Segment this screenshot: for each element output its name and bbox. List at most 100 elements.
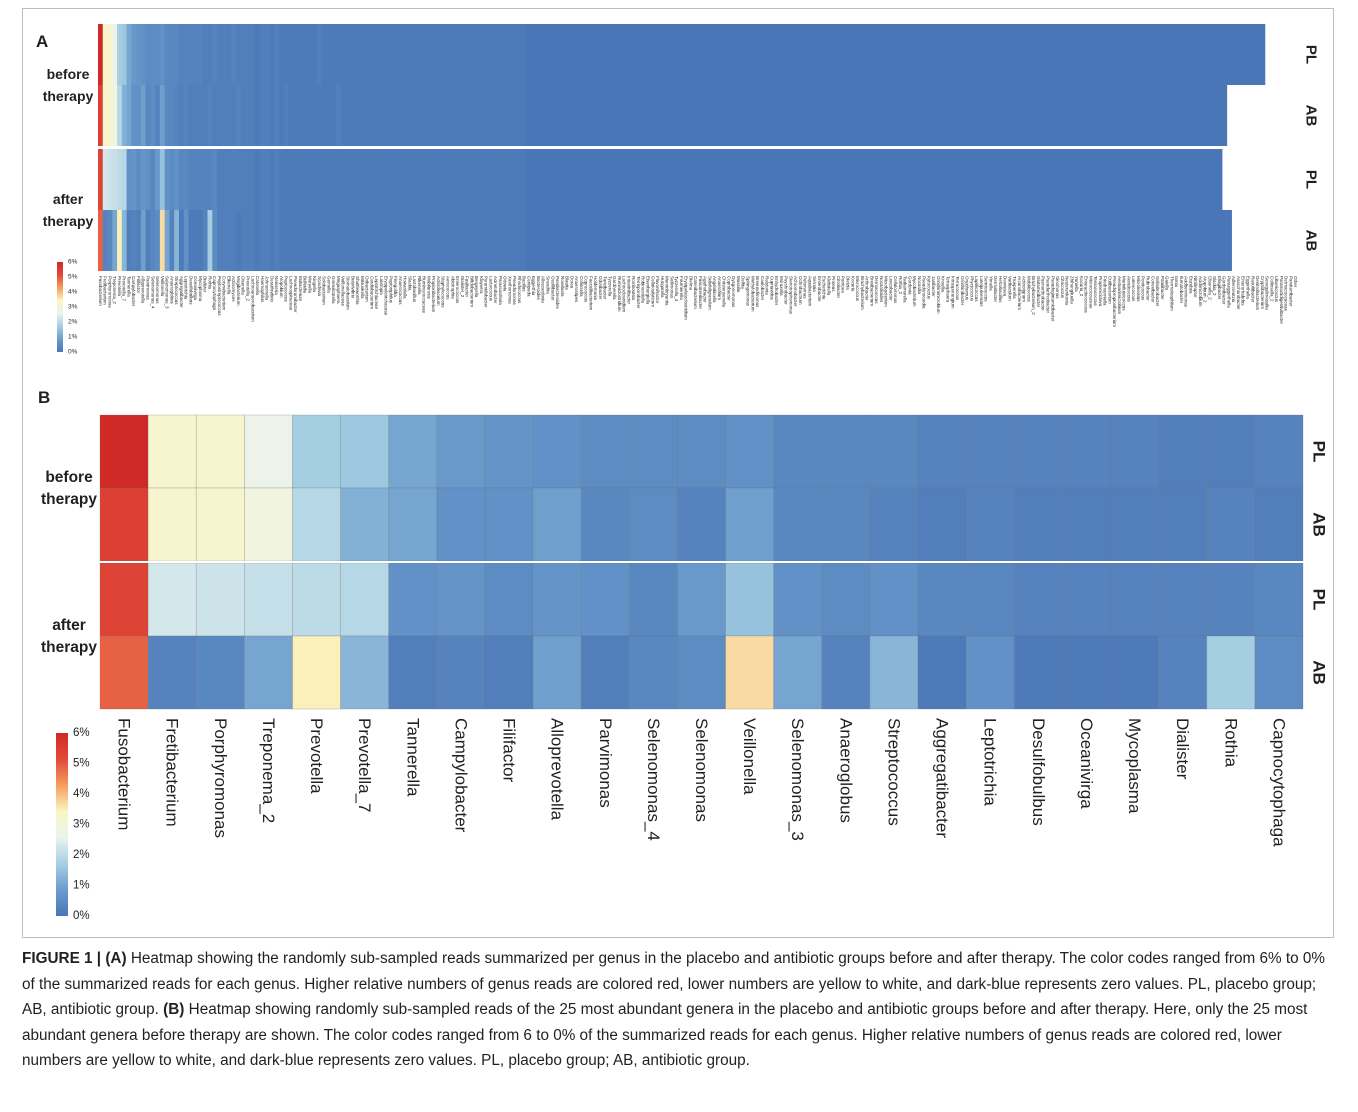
heatmap-cell [550, 210, 556, 271]
heatmap-cell [1050, 85, 1056, 146]
heatmap-cell [931, 149, 937, 210]
heatmap-cell [293, 85, 299, 146]
heatmap-cell [1062, 635, 1111, 710]
heatmap-cell [250, 149, 256, 210]
heatmap-cell [750, 210, 756, 271]
column-label: Intrasporangium [950, 276, 955, 309]
heatmap-cell [798, 24, 804, 85]
column-label: Turicibacter [603, 276, 608, 300]
heatmap-cell [126, 24, 132, 85]
column-label: Anaeroglobus [169, 276, 174, 305]
heatmap-cell [512, 210, 518, 271]
column-label: Veillonellaceae [341, 276, 346, 307]
heatmap-cell [855, 24, 861, 85]
heatmap-cell [917, 487, 967, 562]
column-label: Flavonifractor [655, 276, 660, 304]
heatmap-cell [255, 210, 261, 271]
heatmap-cell [764, 210, 771, 271]
column-label: Fournierella [679, 276, 684, 300]
heatmap-cell [617, 85, 623, 146]
heatmap-cell [1117, 210, 1123, 271]
heatmap-cell [545, 210, 551, 271]
heatmap-cell [869, 24, 875, 85]
column-label: Escherichia [822, 276, 827, 300]
heatmap-cell [612, 85, 618, 146]
column-label: Intestinibacter [626, 276, 631, 305]
column-label: Luteococcus [1131, 276, 1136, 302]
heatmap-cell [893, 210, 899, 271]
heatmap-cell [117, 149, 123, 210]
heatmap-cell [364, 85, 371, 146]
heatmap-cell [1055, 210, 1061, 271]
heatmap-cell [1031, 210, 1037, 271]
heatmap-cell [1145, 210, 1151, 271]
heatmap-cell [1059, 210, 1066, 271]
column-label: Fusobacterium [98, 276, 103, 306]
legend-tick-label: 3% [73, 819, 90, 831]
column-label: Porphyromonas [107, 276, 112, 309]
column-label: Brachybacterium_2 [1031, 276, 1036, 315]
heatmap-cell [1107, 24, 1113, 85]
heatmap-cell [778, 24, 785, 85]
heatmap-cell [740, 210, 747, 271]
heatmap-cell [598, 24, 604, 85]
heatmap-cell [359, 210, 366, 271]
heatmap-cell [1026, 149, 1032, 210]
column-label: Micrococcaceae [1088, 276, 1093, 309]
column-label: Filifactor [136, 276, 141, 294]
heatmap-cell [407, 24, 413, 85]
column-label: Bulleidia [303, 276, 308, 294]
heatmap-cell [107, 210, 113, 271]
heatmap-cell [755, 85, 761, 146]
heatmap-cell [759, 85, 766, 146]
heatmap-cell [698, 210, 704, 271]
heatmap-cell [445, 85, 451, 146]
heatmap-cell [374, 24, 380, 85]
heatmap-cell [1198, 85, 1204, 146]
heatmap-cell [702, 85, 709, 146]
heatmap-cell [1050, 210, 1056, 271]
heatmap-cell [450, 149, 456, 210]
heatmap-cell [195, 414, 245, 489]
heatmap-cell [1031, 85, 1037, 146]
heatmap-cell [288, 24, 294, 85]
column-label: Citrobacter [836, 276, 841, 299]
heatmap-cell [1074, 210, 1080, 271]
heatmap-cell [612, 149, 618, 210]
heatmap-cell [631, 85, 637, 146]
heatmap-cell [731, 210, 737, 271]
heatmap-cell [488, 149, 494, 210]
heatmap-cell [440, 24, 447, 85]
heatmap-cell [521, 210, 528, 271]
heatmap-cell [1078, 24, 1085, 85]
heatmap-cell [559, 85, 566, 146]
heatmap-cell [464, 149, 471, 210]
color-legend-bar [57, 262, 63, 352]
heatmap-cell [484, 414, 534, 489]
heatmap-cell [336, 85, 342, 146]
heatmap-cell [917, 24, 923, 85]
heatmap-cell [326, 210, 332, 271]
heatmap-cell [312, 85, 318, 146]
heatmap-cell [478, 149, 485, 210]
heatmap-cell [1117, 85, 1123, 146]
heatmap-cell [369, 24, 375, 85]
heatmap-cell [628, 635, 678, 710]
column-label: Abiotrophia [450, 276, 455, 299]
heatmap-cell [226, 85, 232, 146]
heatmap-cell [898, 24, 904, 85]
heatmap-cell [936, 85, 942, 146]
column-label: Rubrobacter [1146, 276, 1151, 301]
heatmap-cell [145, 149, 151, 210]
heatmap-cell [355, 149, 361, 210]
heatmap-cell [940, 85, 947, 146]
column-label: Enterorhabdus [1241, 276, 1246, 306]
heatmap-cell [336, 24, 342, 85]
heatmap-cell [636, 85, 642, 146]
column-label: Euzebya [1188, 276, 1193, 294]
column-label: Agathobacter [703, 276, 708, 303]
heatmap-cell [550, 85, 556, 146]
heatmap-cell [345, 210, 351, 271]
column-label: Serinicoccus [984, 276, 989, 302]
column-label: Adlercreutzia [1231, 276, 1236, 303]
